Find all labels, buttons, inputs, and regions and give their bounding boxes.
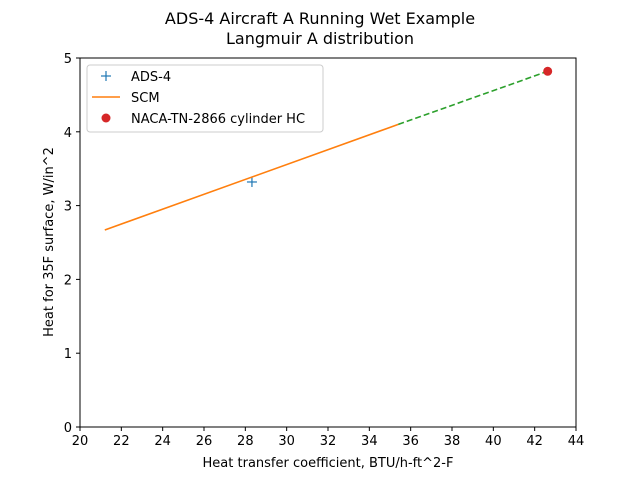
x-axis-label: Heat transfer coefficient, BTU/h-ft^2-F [203,456,454,471]
chart-title: ADS-4 Aircraft A Running Wet Example [165,9,475,28]
y-tick-label: 3 [64,200,72,215]
legend-label-scm: SCM [131,91,160,106]
chart-subtitle: Langmuir A distribution [226,29,414,48]
x-tick-label: 22 [113,434,130,449]
x-tick-label: 42 [526,434,543,449]
x-tick-label: 30 [278,434,295,449]
x-tick-label: 24 [154,434,171,449]
legend: ADS-4 SCM NACA-TN-2866 cylinder HC [86,64,324,133]
y-tick-label: 5 [64,52,72,67]
scm-line [104,123,399,231]
extrapolation-line [397,70,548,126]
naca-point [543,66,553,76]
x-tick-label: 32 [320,434,337,449]
legend-handle-naca [101,113,111,123]
x-tick-label: 36 [402,434,419,449]
legend-label-naca: NACA-TN-2866 cylinder HC [131,112,305,127]
x-tick-label: 28 [237,434,254,449]
plot-frame [79,57,577,428]
legend-box [86,64,324,133]
legend-handle-ads4 [101,71,111,81]
x-tick-label: 20 [72,434,89,449]
x-tick-label: 34 [361,434,378,449]
x-tick-label: 44 [568,434,585,449]
y-tick-label: 2 [64,273,72,288]
y-tick-label: 0 [64,421,72,436]
ads4-point [246,176,257,187]
y-tick-label: 1 [64,347,72,362]
x-tick-label: 38 [444,434,461,449]
x-tick-label: 26 [196,434,213,449]
x-tick-label: 40 [485,434,502,449]
y-axis-label: Heat for 35F surface, W/in^2 [42,147,57,337]
legend-label-ads4: ADS-4 [131,70,171,85]
y-tick-label: 4 [64,126,72,141]
